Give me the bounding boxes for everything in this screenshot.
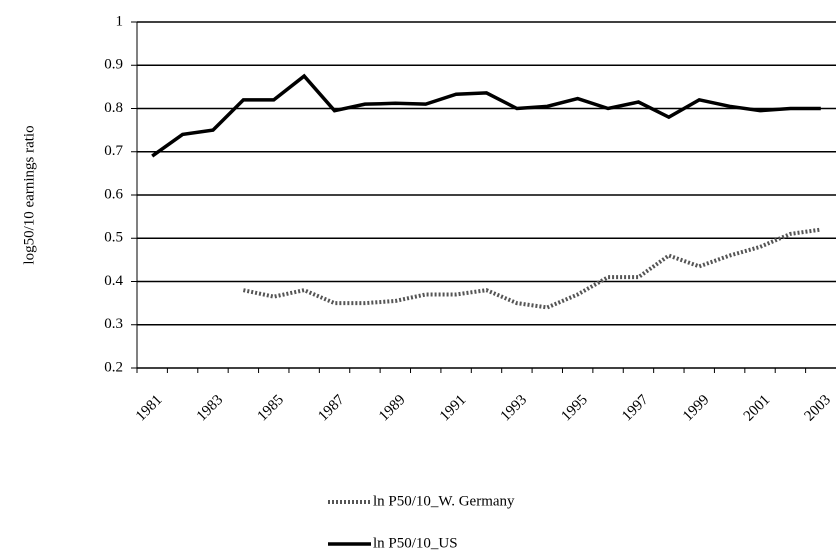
x-tick-label: 1983 xyxy=(194,392,227,425)
x-tick-label: 1985 xyxy=(254,392,287,425)
legend-label: ln P50/10_W. Germany xyxy=(373,493,515,509)
y-tick-label: 0.3 xyxy=(104,316,123,332)
y-tick-label: 0.5 xyxy=(104,230,123,246)
x-tick-label: 1987 xyxy=(315,392,348,425)
y-tick-label: 0.8 xyxy=(104,100,123,116)
x-tick-label: 1981 xyxy=(133,392,166,425)
series-line xyxy=(151,73,821,158)
y-tick-label: 0.6 xyxy=(104,186,123,202)
y-tick-label: 0.7 xyxy=(104,143,123,159)
x-tick-label: 2003 xyxy=(802,392,835,425)
x-tick-label: 1993 xyxy=(498,392,531,425)
x-tick-label: 1991 xyxy=(437,392,470,425)
x-tick-label: 1997 xyxy=(619,392,652,425)
x-tick-label: 1999 xyxy=(680,392,713,425)
y-axis-label: log50/10 earnings ratio xyxy=(21,125,37,264)
x-tick-label: 1989 xyxy=(376,392,409,425)
y-tick-label: 0.4 xyxy=(104,273,123,289)
y-tick-label: 0.2 xyxy=(104,359,123,375)
x-tick-label: 1995 xyxy=(558,392,591,425)
y-tick-label: 0.9 xyxy=(104,57,123,73)
series-line xyxy=(242,227,822,310)
y-tick-label: 1 xyxy=(116,13,124,29)
x-tick-label: 2001 xyxy=(741,392,774,425)
legend-label: ln P50/10_US xyxy=(373,535,458,551)
